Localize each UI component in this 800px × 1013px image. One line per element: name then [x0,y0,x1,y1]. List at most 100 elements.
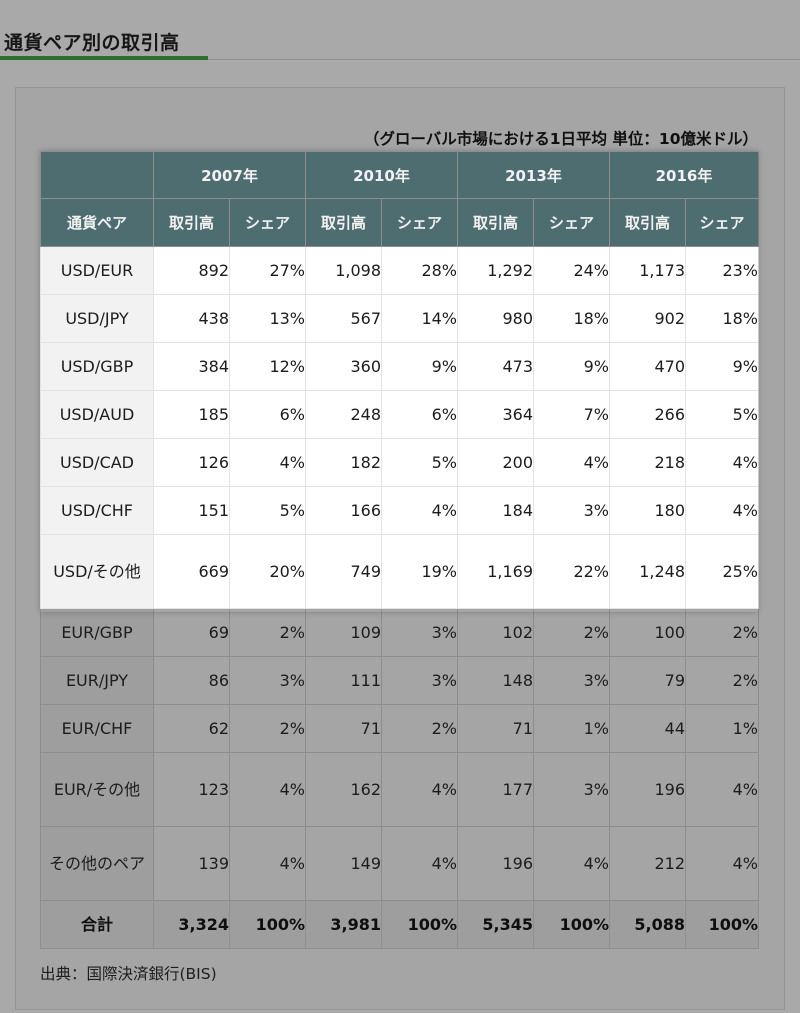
table-row: USD/CAD 126 4% 182 5% 200 4% 218 4% [40,438,759,487]
total-share-cell: 100% [685,900,759,949]
column-header-row: 通貨ペア 取引高 シェア 取引高 シェア 取引高 シェア 取引高 シェア [40,198,759,247]
volume-cell: 86 [153,656,230,705]
share-cell: 2% [685,656,759,705]
volume-cell: 196 [457,826,534,901]
share-cell: 25% [685,534,759,609]
share-cell: 4% [381,752,458,827]
pair-cell: USD/GBP [40,342,154,391]
unit-note: （グローバル市場における1日平均 単位：10億米ドル） [363,130,758,148]
table-row: EUR/GBP 69 2% 109 3% 102 2% 100 2% [40,608,759,657]
volume-cell: 438 [153,294,230,343]
year-header-2010: 2010年 [305,151,458,199]
volume-cell: 1,173 [609,246,686,295]
title-accent-bar [0,56,208,60]
share-cell: 5% [229,486,306,535]
share-cell: 4% [381,486,458,535]
volume-cell: 1,169 [457,534,534,609]
share-cell: 5% [381,438,458,487]
volume-cell: 1,248 [609,534,686,609]
share-cell: 19% [381,534,458,609]
volume-cell: 148 [457,656,534,705]
source-note: 出典：国際決済銀行(BIS) [40,965,217,983]
share-column-header: シェア [685,198,759,247]
volume-cell: 470 [609,342,686,391]
total-volume-cell: 5,345 [457,900,534,949]
share-cell: 9% [685,342,759,391]
share-cell: 4% [685,438,759,487]
volume-cell: 69 [153,608,230,657]
share-cell: 23% [685,246,759,295]
share-cell: 24% [533,246,610,295]
pair-cell: USD/EUR [40,246,154,295]
share-cell: 3% [381,608,458,657]
share-cell: 4% [229,752,306,827]
volume-cell: 473 [457,342,534,391]
total-row: 合計 3,324 100% 3,981 100% 5,345 100% 5,088 100% [40,900,759,949]
pair-cell: EUR/GBP [40,608,154,657]
share-cell: 4% [533,826,610,901]
volume-column-header: 取引高 [305,198,382,247]
volume-cell: 749 [305,534,382,609]
share-cell: 3% [381,656,458,705]
table-row: USD/AUD 185 6% 248 6% 364 7% 266 5% [40,390,759,439]
share-cell: 1% [685,704,759,753]
share-cell: 4% [229,438,306,487]
total-label: 合計 [40,900,154,949]
table-row: USD/CHF 151 5% 166 4% 184 3% 180 4% [40,486,759,535]
table-row: EUR/CHF 62 2% 71 2% 71 1% 44 1% [40,704,759,753]
table-row: USD/その他 669 20% 749 19% 1,169 22% 1,248 25% [40,534,759,609]
table-row: USD/EUR 892 27% 1,098 28% 1,292 24% 1,173 23% [40,246,759,295]
volume-cell: 149 [305,826,382,901]
volume-cell: 100 [609,608,686,657]
share-column-header: シェア [533,198,610,247]
share-cell: 4% [685,486,759,535]
share-cell: 22% [533,534,610,609]
pair-cell: EUR/CHF [40,704,154,753]
share-cell: 5% [685,390,759,439]
volume-cell: 218 [609,438,686,487]
pair-cell: USD/その他 [40,534,154,609]
share-column-header: シェア [381,198,458,247]
table-row: その他のペア 139 4% 149 4% 196 4% 212 4% [40,826,759,901]
share-cell: 12% [229,342,306,391]
total-share-cell: 100% [533,900,610,949]
volume-cell: 102 [457,608,534,657]
volume-cell: 139 [153,826,230,901]
pair-cell: USD/AUD [40,390,154,439]
volume-cell: 980 [457,294,534,343]
year-header-2007: 2007年 [153,151,306,199]
total-share-cell: 100% [381,900,458,949]
share-cell: 3% [229,656,306,705]
share-cell: 4% [533,438,610,487]
volume-cell: 182 [305,438,382,487]
pair-cell: EUR/その他 [40,752,154,827]
volume-cell: 177 [457,752,534,827]
year-header-2013: 2013年 [457,151,610,199]
volume-cell: 162 [305,752,382,827]
share-cell: 27% [229,246,306,295]
share-cell: 13% [229,294,306,343]
table-row: USD/GBP 384 12% 360 9% 473 9% 470 9% [40,342,759,391]
total-volume-cell: 5,088 [609,900,686,949]
share-cell: 18% [685,294,759,343]
section-heading: 通貨ペア別の取引高 [0,0,800,60]
volume-cell: 71 [305,704,382,753]
table-row: EUR/JPY 86 3% 111 3% 148 3% 79 2% [40,656,759,705]
share-cell: 4% [229,826,306,901]
share-cell: 2% [685,608,759,657]
volume-cell: 248 [305,390,382,439]
volume-cell: 126 [153,438,230,487]
volume-cell: 180 [609,486,686,535]
pair-cell: USD/CHF [40,486,154,535]
share-cell: 14% [381,294,458,343]
share-cell: 20% [229,534,306,609]
volume-cell: 212 [609,826,686,901]
total-volume-cell: 3,324 [153,900,230,949]
volume-cell: 892 [153,246,230,295]
volume-cell: 364 [457,390,534,439]
total-share-cell: 100% [229,900,306,949]
share-cell: 7% [533,390,610,439]
share-column-header: シェア [229,198,306,247]
volume-cell: 200 [457,438,534,487]
volume-cell: 71 [457,704,534,753]
